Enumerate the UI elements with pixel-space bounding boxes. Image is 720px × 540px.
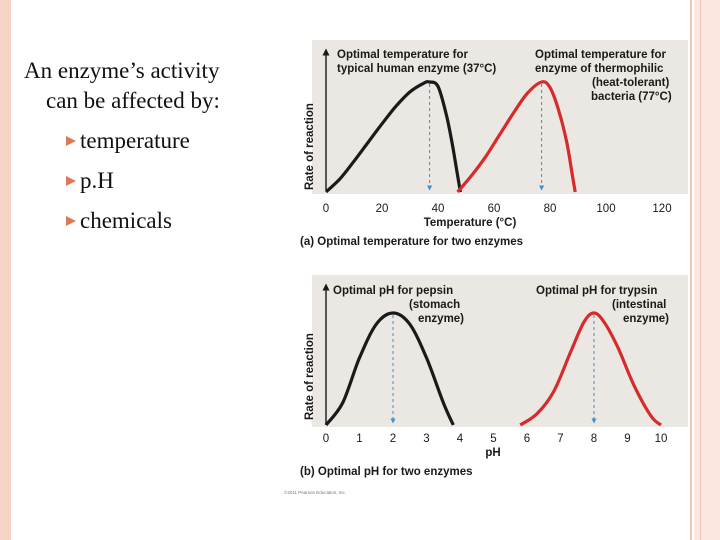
heading-line-1: An enzyme’s activity (24, 58, 220, 83)
curve-trypsin (519, 311, 663, 427)
panel-b-annotations: Optimal pH for pepsin (stomach enzyme) O… (333, 285, 669, 325)
ph-tick-2: 2 (390, 433, 396, 445)
ph-tick-8: 8 (591, 433, 597, 445)
slide-frame-left (0, 0, 11, 540)
panel-b-x-axis-label: pH (485, 447, 500, 459)
slide-frame-right-line (690, 0, 692, 540)
slide-frame-right-inner-line (700, 0, 701, 540)
bullet-chemicals: chemicals (44, 206, 282, 236)
annotation-pepsin-line-3: enzyme) (418, 313, 464, 325)
panel-a-plot-area (312, 40, 688, 194)
ph-tick-9: 9 (624, 433, 630, 445)
slide-frame-right (694, 0, 720, 540)
ph-tick-1: 1 (356, 433, 362, 445)
bullet-list: temperature p.H chemicals (24, 126, 282, 236)
ph-tick-5: 5 (490, 433, 496, 445)
slide-heading: An enzyme’s activity can be affected by: (24, 56, 282, 116)
panel-b-ph: Rate of reaction Optimal pH for pepsin (… (285, 275, 688, 485)
panel-a-y-axis-label: Rate of reaction (304, 103, 316, 190)
temperature-tick-120: 120 (652, 203, 671, 215)
annotation-thermophile-line-4: bacteria (77°C) (591, 91, 672, 103)
curve-pepsin (324, 311, 455, 427)
panel-a-caption: (a) Optimal temperature for two enzymes (300, 236, 523, 248)
panel-b-caption: (b) Optimal pH for two enzymes (300, 466, 473, 478)
ph-tick-3: 3 (423, 433, 429, 445)
panel-b-x-ticks: 0 1 2 3 4 5 6 7 8 9 10 (323, 433, 668, 445)
curve-thermophilic-enzyme (456, 80, 577, 194)
ph-tick-10: 10 (655, 433, 668, 445)
heading-line-2: can be affected by: (46, 88, 220, 113)
annotation-human-line-1: Optimal temperature for (337, 49, 469, 61)
temperature-tick-0: 0 (323, 203, 329, 215)
temperature-tick-40: 40 (432, 203, 445, 215)
temperature-tick-100: 100 (596, 203, 615, 215)
temperature-tick-80: 80 (544, 203, 557, 215)
ph-tick-0: 0 (323, 433, 329, 445)
panel-a-x-axis-label: Temperature (°C) (424, 217, 517, 229)
annotation-trypsin-line-1: Optimal pH for trypsin (536, 285, 657, 297)
annotation-thermophile-line-2: enzyme of thermophilic (535, 63, 664, 75)
bullet-temperature: temperature (44, 126, 282, 156)
ph-tick-4: 4 (457, 433, 464, 445)
figure-copyright: ©2011 Pearson Education, Inc. (284, 489, 346, 495)
annotation-thermophile-line-1: Optimal temperature for (535, 49, 667, 61)
panel-b-y-axis-label: Rate of reaction (304, 333, 316, 420)
ph-tick-6: 6 (524, 433, 530, 445)
ph-tick-7: 7 (557, 433, 563, 445)
panel-a-temperature: Rate of reaction Optimal temperature for… (285, 40, 688, 255)
panel-a-annotations: Optimal temperature for typical human en… (337, 49, 672, 103)
panel-b-plot-area (312, 275, 688, 427)
annotation-human-line-2: typical human enzyme (37°C) (337, 63, 496, 75)
annotation-trypsin-line-3: enzyme) (623, 313, 669, 325)
annotation-pepsin-line-2: (stomach (409, 299, 460, 311)
curve-human-enzyme (324, 80, 462, 194)
temperature-tick-20: 20 (376, 203, 389, 215)
panel-a-x-ticks: 0 20 40 60 80 100 120 (323, 203, 672, 215)
slide-text: An enzyme’s activity can be affected by:… (24, 56, 282, 236)
annotation-pepsin-line-1: Optimal pH for pepsin (333, 285, 453, 297)
annotation-thermophile-line-3: (heat-tolerant) (592, 77, 669, 89)
temperature-tick-60: 60 (488, 203, 501, 215)
bullet-ph: p.H (44, 166, 282, 196)
annotation-trypsin-line-2: (intestinal (612, 299, 666, 311)
